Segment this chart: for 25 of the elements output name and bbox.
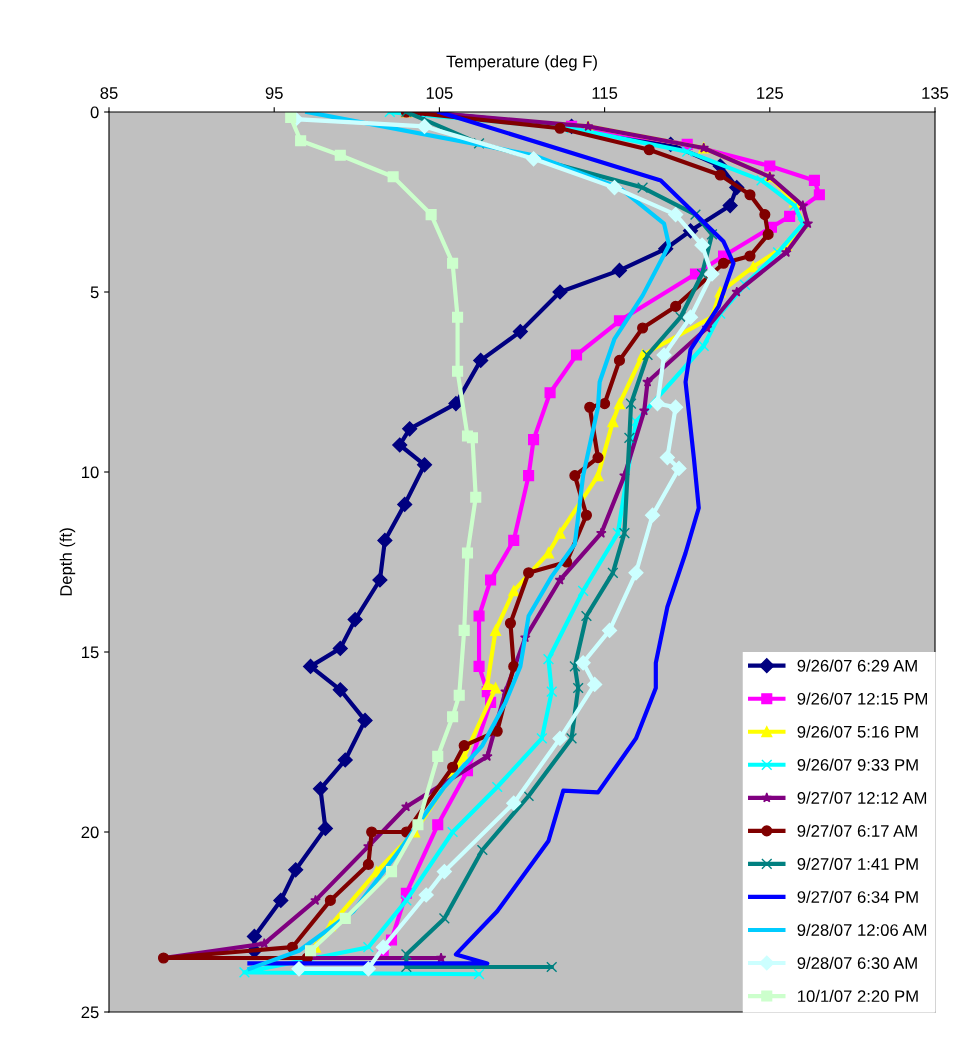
y-tick-label: 25 bbox=[81, 1006, 99, 1019]
legend-label: 9/26/07 9:33 PM bbox=[797, 758, 918, 771]
x-tick-label: 105 bbox=[426, 87, 453, 99]
x-tick-label: 135 bbox=[922, 87, 949, 99]
x-tick-label: 85 bbox=[100, 87, 118, 99]
y-tick-label: 15 bbox=[82, 646, 99, 659]
y-axis-title: Depth (ft) bbox=[59, 528, 76, 596]
y-tick-label: 5 bbox=[90, 286, 99, 299]
y-tick-label: 0 bbox=[90, 106, 99, 119]
x-tick-label: 115 bbox=[592, 87, 618, 99]
y-tick-label: 10 bbox=[82, 466, 99, 479]
legend-label: 9/27/07 1:41 PM bbox=[797, 857, 918, 870]
legend-label: 9/27/07 12:12 AM bbox=[797, 791, 927, 804]
legend-label: 9/27/07 6:34 PM bbox=[797, 890, 918, 903]
legend-label: 10/1/07 2:20 PM bbox=[798, 989, 918, 1003]
y-tick-label: 20 bbox=[81, 826, 99, 839]
legend-label: 9/26/07 12:15 PM bbox=[797, 692, 927, 705]
legend-label: 9/26/07 6:29 AM bbox=[797, 659, 917, 672]
legend-label: 9/27/07 6:17 AM bbox=[797, 824, 917, 837]
legend-label: 9/26/07 5:16 PM bbox=[797, 725, 918, 738]
legend-label: 9/28/07 6:30 AM bbox=[797, 956, 917, 969]
x-tick-label: 125 bbox=[757, 87, 784, 99]
legend-label: 9/28/07 12:06 AM bbox=[797, 923, 927, 936]
x-axis-title: Temperature (deg F) bbox=[446, 55, 597, 71]
x-tick-label: 95 bbox=[265, 87, 283, 99]
